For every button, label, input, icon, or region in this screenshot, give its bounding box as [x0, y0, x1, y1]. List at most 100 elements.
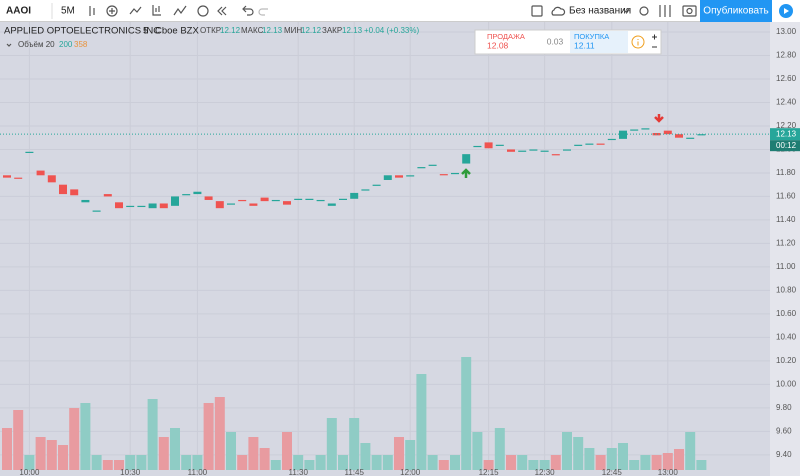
- volume-bar: [304, 460, 315, 470]
- quantity-buttons[interactable]: [652, 34, 657, 48]
- legend-interval: 5: [143, 26, 148, 37]
- buy-price[interactable]: 12.11: [574, 40, 595, 50]
- volume-bar: [651, 455, 662, 470]
- candle-body: [159, 203, 168, 209]
- buy-background[interactable]: [570, 31, 628, 53]
- candle-body: [473, 145, 482, 148]
- volume-bar: [270, 460, 281, 470]
- collapse-icon[interactable]: [6, 43, 12, 47]
- candle-body: [3, 175, 11, 178]
- candle-body: [81, 199, 90, 203]
- candle-body: [395, 175, 403, 178]
- volume-bar: [2, 428, 12, 470]
- spread: 0.03: [547, 36, 564, 46]
- volume-bar: [35, 437, 46, 470]
- candle-body: [350, 192, 359, 199]
- x-tick-label: 10:30: [120, 468, 141, 476]
- last-price-tag: [770, 128, 800, 141]
- x-tick-label: 12:45: [602, 468, 623, 476]
- interval-button[interactable]: 5М: [61, 6, 75, 17]
- volume-bar: [382, 455, 393, 470]
- volume-bar: [214, 397, 225, 470]
- volume-bars: [2, 357, 707, 470]
- change: +0.04 (+0.33%): [364, 26, 419, 35]
- sell-signal-arrow: [654, 114, 664, 123]
- symbol[interactable]: AAOI: [6, 6, 31, 17]
- y-tick-label: 10.80: [776, 286, 797, 295]
- volume-bar: [438, 460, 449, 470]
- x-tick-label: 11:30: [288, 468, 308, 476]
- grid: [0, 22, 770, 476]
- x-tick-label: 11:00: [188, 468, 208, 476]
- volume-bar: [102, 460, 113, 470]
- symbol-name: APPLIED OPTOELECTRONICS INC: [4, 26, 160, 37]
- candle-body: [686, 137, 695, 139]
- volume-bar: [181, 455, 192, 470]
- candle-body: [361, 189, 370, 191]
- sell-price[interactable]: 12.08: [487, 40, 509, 50]
- y-tick-label: 11.00: [776, 262, 796, 271]
- y-tick-label: 11.20: [776, 239, 796, 248]
- candles: [3, 128, 706, 212]
- candle-body: [283, 201, 291, 205]
- candle-body: [439, 174, 448, 176]
- volume-bar: [349, 418, 360, 470]
- last-price-label: 12.13: [776, 129, 797, 138]
- candle-body: [171, 196, 179, 206]
- candle-body: [697, 134, 706, 136]
- candle-body: [652, 133, 661, 136]
- candle-body: [204, 196, 213, 200]
- candle-body: [540, 150, 549, 152]
- publish-label[interactable]: Опубликовать: [703, 5, 768, 17]
- high-label: МАКС: [241, 26, 264, 35]
- volume-bar: [696, 460, 707, 470]
- y-tick-label: 11.40: [776, 215, 796, 224]
- volume-bar: [259, 448, 270, 470]
- close-label: ЗАКР: [322, 26, 342, 35]
- candle-body: [271, 199, 280, 202]
- volume-bar: [371, 455, 382, 470]
- volume-bar: [125, 455, 136, 470]
- volume-last: 358: [74, 40, 88, 49]
- volume-bar: [91, 455, 102, 470]
- volume-bar: [13, 410, 24, 470]
- volume-bar: [248, 437, 259, 470]
- y-tick-label: 10.40: [776, 333, 797, 342]
- trade-panel: [474, 29, 662, 55]
- volume-bar: [136, 455, 147, 470]
- candle-body: [406, 175, 415, 177]
- exchange: Cboe BZX: [155, 26, 199, 37]
- countdown: 00:12: [776, 141, 797, 150]
- volume-bar: [506, 455, 516, 470]
- toolbar-icons[interactable]: [89, 5, 697, 17]
- candle-body: [182, 194, 191, 196]
- candle-body: [137, 205, 146, 208]
- low-label: МИН: [284, 26, 302, 35]
- y-tick-label: 9.80: [776, 403, 792, 412]
- y-tick-label: 10.20: [776, 356, 797, 365]
- candle-body: [417, 167, 426, 169]
- candle-body: [607, 138, 616, 141]
- dropdown-icon[interactable]: [622, 8, 630, 13]
- candle-body: [383, 175, 392, 180]
- volume-ma: 200: [59, 40, 73, 49]
- buy-label[interactable]: ПОКУПКА: [574, 32, 609, 41]
- publish-button[interactable]: [700, 0, 772, 22]
- candle-body: [585, 143, 594, 145]
- volume-bar: [606, 448, 617, 470]
- volume-bar: [461, 357, 472, 470]
- volume-bar: [618, 443, 628, 470]
- y-tick-label: 12.60: [776, 74, 797, 83]
- sell-label[interactable]: ПРОДАЖА: [487, 32, 525, 41]
- info-icon[interactable]: [631, 35, 645, 49]
- toolbar: [0, 0, 800, 22]
- volume-bar: [114, 460, 124, 470]
- layout-name[interactable]: Без названия: [569, 6, 631, 17]
- candle-body: [25, 151, 34, 153]
- volume-bar: [315, 455, 326, 470]
- volume-bar: [427, 455, 438, 470]
- candle-body: [249, 203, 258, 206]
- candle-body: [339, 198, 347, 200]
- volume-bar: [203, 403, 214, 470]
- candle-body: [372, 184, 381, 186]
